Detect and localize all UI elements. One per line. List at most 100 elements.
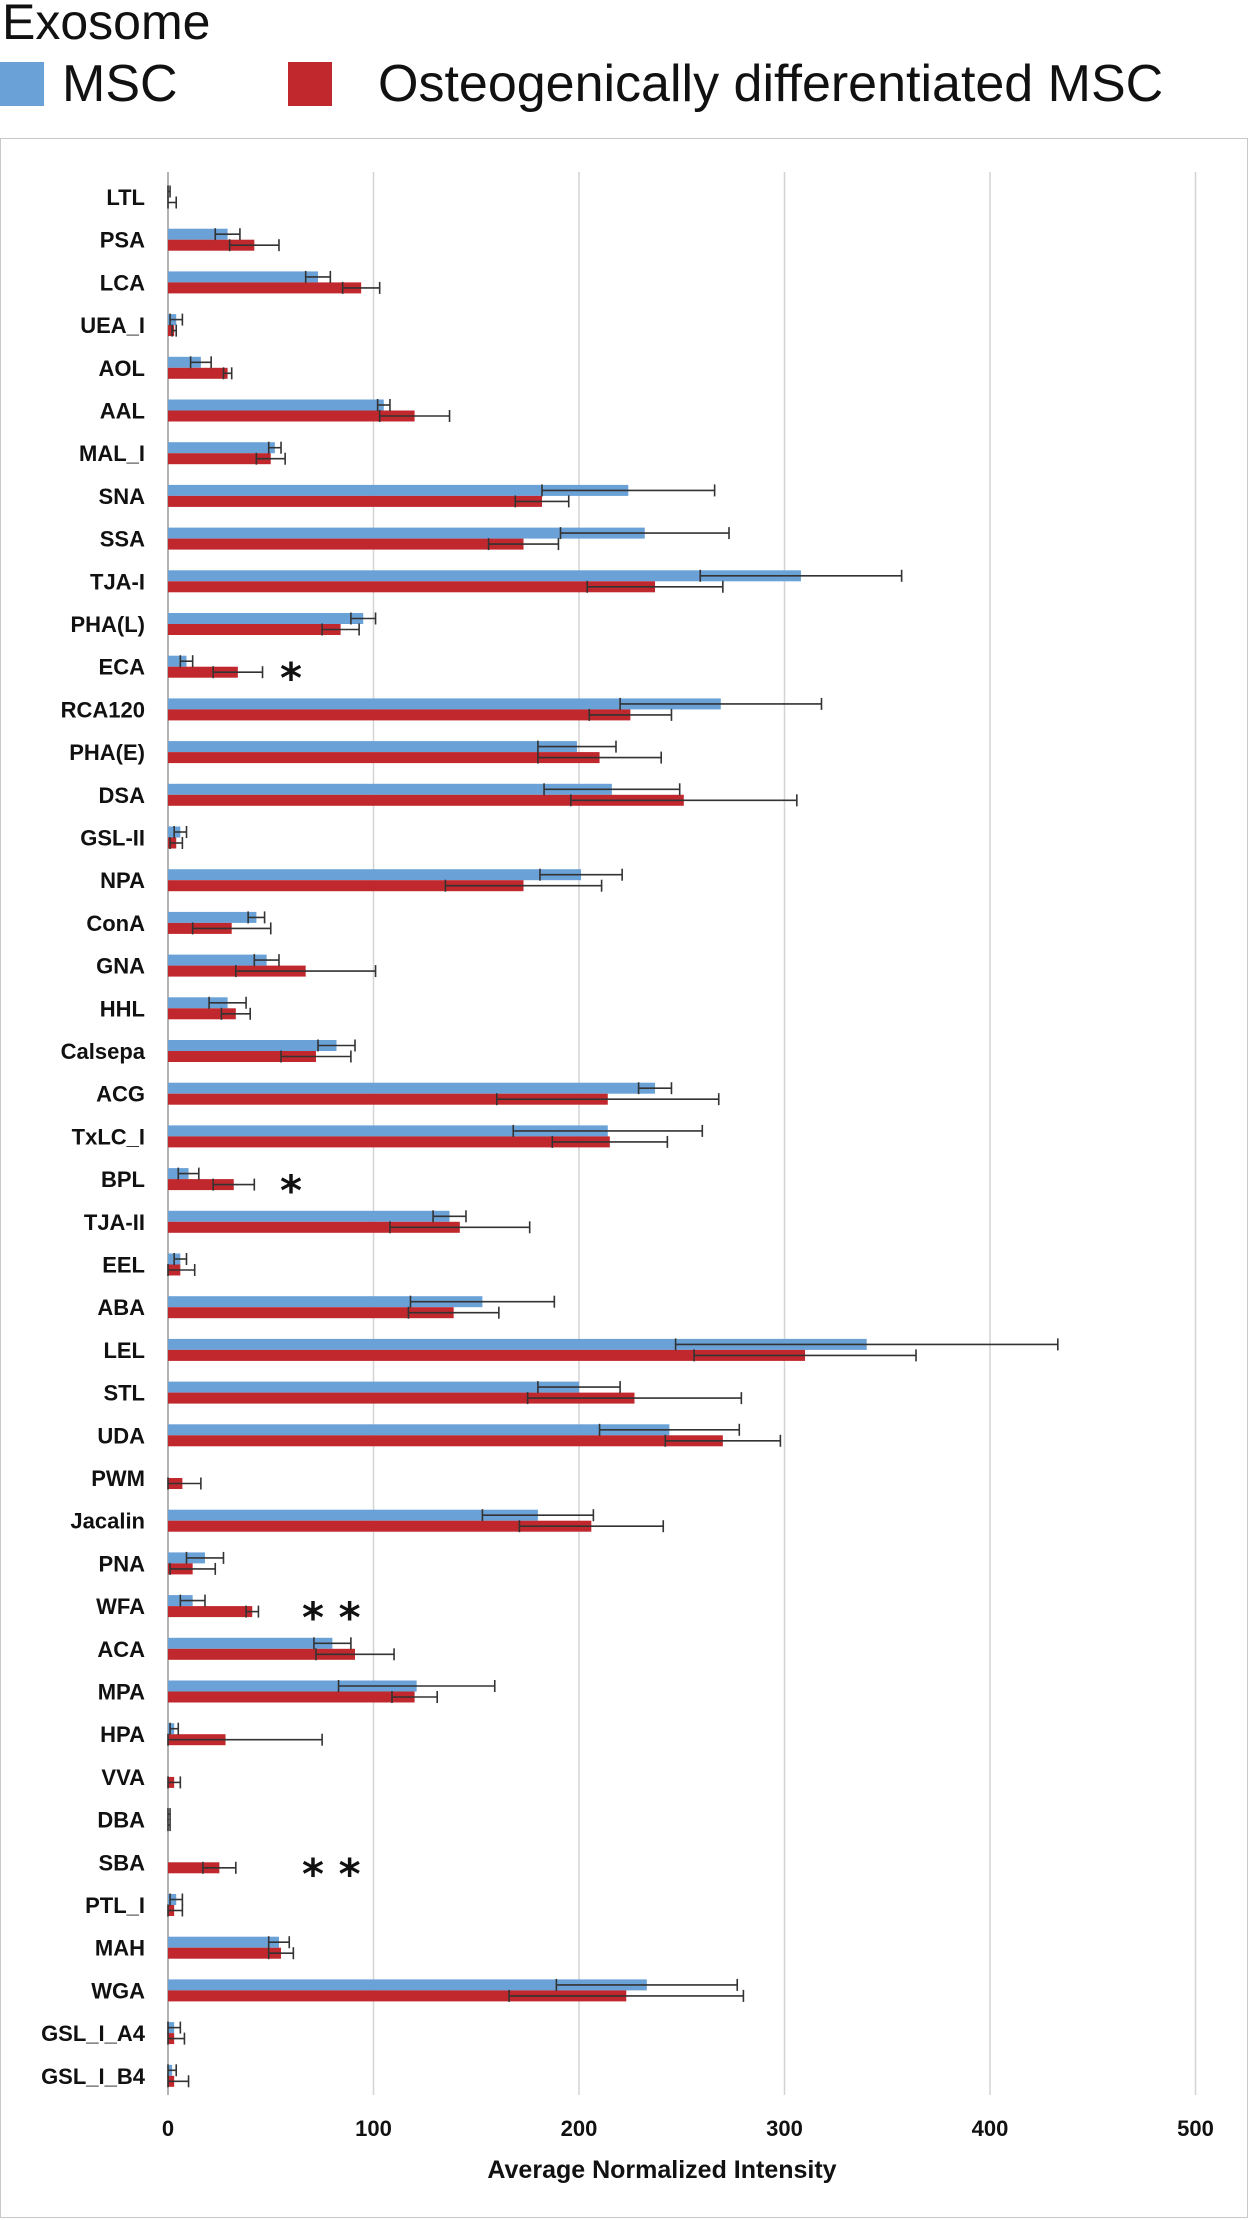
bar-msc-SNA <box>168 484 629 496</box>
bar-msc-AOL <box>168 356 201 368</box>
bar-msc-NPA <box>168 869 582 881</box>
category-label: ECA <box>99 655 146 680</box>
bar-osteo-Calsepa <box>168 1051 316 1062</box>
category-label: GNA <box>96 954 145 979</box>
legend-swatch-msc <box>0 62 44 106</box>
significance-mark: * * <box>302 1593 361 1642</box>
bar-osteo-BPL <box>168 1179 234 1191</box>
significance-mark: * * <box>302 1849 361 1898</box>
bar-osteo-UEA_I <box>168 325 175 337</box>
bar-osteo-SSA <box>168 538 524 550</box>
category-label: MPA <box>98 1680 145 1705</box>
significance-mark: * <box>280 1166 302 1215</box>
bar-osteo-TxLC_I <box>168 1136 610 1148</box>
category-label: ConA <box>86 911 145 936</box>
x-axis-ticks: 0 100 200 300 400 500 <box>162 2116 1214 2141</box>
x-tick-label: 500 <box>1177 2116 1214 2141</box>
bar-msc-Calsepa <box>168 1040 337 1051</box>
category-label: MAL_I <box>79 441 145 466</box>
bar-osteo-UDA <box>168 1435 723 1447</box>
x-tick-label: 200 <box>561 2116 598 2141</box>
category-label: EEL <box>102 1253 145 1278</box>
bar-osteo-LEL <box>168 1349 806 1361</box>
category-label: WGA <box>91 1978 145 2003</box>
significance-mark: * <box>280 654 302 703</box>
category-label: TJA-II <box>84 1210 145 1235</box>
category-label: WFA <box>96 1594 145 1619</box>
category-label: PNA <box>99 1551 146 1576</box>
category-labels: LTL PSA LCA UEA_I AOL AAL MAL_I SNA SSA TJA-I PHA(… <box>41 185 146 2089</box>
category-label: GSL_I_B4 <box>41 2064 146 2089</box>
bar-msc-MAH <box>168 1936 279 1948</box>
bar-osteo-SNA <box>168 495 543 507</box>
category-label: LEL <box>103 1338 145 1363</box>
bar-osteo-TJA-I <box>168 581 656 593</box>
bar-msc-ECA <box>168 655 187 667</box>
bar-msc-DSA <box>168 783 612 795</box>
category-label: ACA <box>97 1637 145 1662</box>
bar-osteo-ACG <box>168 1093 608 1105</box>
legend-swatch-osteo-msc <box>288 62 332 106</box>
bar-msc-LCA <box>168 271 319 283</box>
category-label: SBA <box>99 1850 146 1875</box>
bar-osteo-AAL <box>168 410 415 422</box>
bar-msc-ACG <box>168 1082 656 1094</box>
significance-marks: * * * * * * <box>280 654 361 1899</box>
bar-msc-TJA-I <box>168 570 801 582</box>
bar-msc-TJA-II <box>168 1210 450 1222</box>
category-label: TJA-I <box>90 569 145 594</box>
bar-osteo-WGA <box>168 1990 627 2002</box>
category-label: Jacalin <box>70 1509 145 1534</box>
bar-msc-ACA <box>168 1637 333 1649</box>
bar-osteo-PHA(L) <box>168 624 341 635</box>
bar-msc-PSA <box>168 228 228 240</box>
category-label: GSL_I_A4 <box>41 2021 146 2046</box>
category-label: MAH <box>95 1936 145 1961</box>
category-label: PWM <box>91 1466 145 1491</box>
chart-header-title: Exosome <box>2 0 211 50</box>
bar-osteo-PHA(E) <box>168 752 600 764</box>
category-label: LCA <box>100 270 145 295</box>
bar-osteo-HHL <box>168 1008 236 1020</box>
bar-msc-MPA <box>168 1680 417 1692</box>
bar-msc-SSA <box>168 527 645 539</box>
category-label: NPA <box>100 868 145 893</box>
plot-frame <box>0 138 1248 2218</box>
category-label: UEA_I <box>80 313 145 338</box>
category-label: DSA <box>99 783 146 808</box>
bar-osteo-TJA-II <box>168 1221 460 1233</box>
bar-osteo-MAL_I <box>168 453 271 465</box>
bar-osteo-WFA <box>168 1606 253 1618</box>
legend-label-osteo-msc: Osteogenically differentiated MSC <box>378 55 1164 113</box>
category-label: PHA(L) <box>70 612 145 637</box>
x-tick-label: 0 <box>162 2116 174 2141</box>
bar-osteo-Jacalin <box>168 1520 592 1532</box>
category-label: ABA <box>97 1295 145 1320</box>
category-label: HPA <box>100 1722 145 1747</box>
category-label: RCA120 <box>61 697 145 722</box>
category-label: PHA(E) <box>69 740 145 765</box>
bar-msc-STL <box>168 1381 579 1393</box>
bar-msc-TxLC_I <box>168 1125 608 1137</box>
bar-osteo-SBA <box>168 1862 220 1874</box>
bar-msc-MAL_I <box>168 442 275 454</box>
legend-label-msc: MSC <box>62 55 178 113</box>
bars <box>168 228 867 2087</box>
category-label: LTL <box>106 185 145 210</box>
bar-osteo-MAH <box>168 1947 282 1959</box>
bar-msc-LEL <box>168 1338 867 1350</box>
category-label: STL <box>103 1381 145 1406</box>
category-label: HHL <box>100 996 145 1021</box>
bar-osteo-ACA <box>168 1648 356 1660</box>
category-label: PSA <box>100 228 145 253</box>
bar-msc-Jacalin <box>168 1509 538 1521</box>
category-label: TxLC_I <box>72 1124 145 1149</box>
bar-msc-UDA <box>168 1424 670 1436</box>
category-label: ACG <box>96 1082 145 1107</box>
bar-osteo-ABA <box>168 1307 454 1319</box>
bar-msc-HHL <box>168 997 228 1009</box>
bar-osteo-LCA <box>168 282 362 294</box>
category-label: Calsepa <box>61 1039 146 1064</box>
category-label: AOL <box>99 356 145 381</box>
